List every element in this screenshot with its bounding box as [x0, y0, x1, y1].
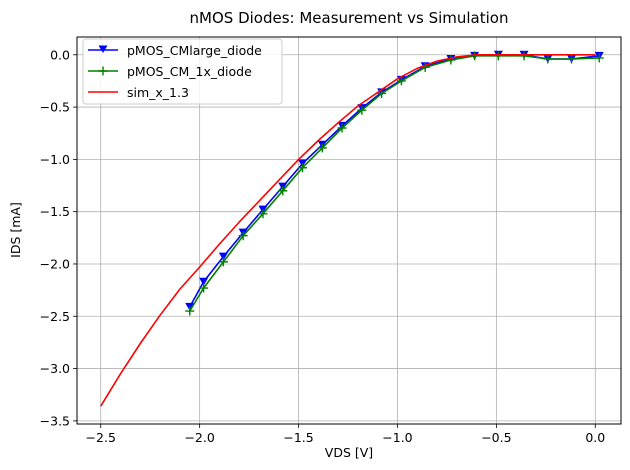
x-tick-label-0: −2.5 [86, 430, 116, 445]
series-0-point-2 [218, 252, 228, 261]
legend-box [82, 38, 283, 105]
x-tick-label-3: −1.0 [382, 430, 412, 445]
x-tick-label-2: −1.5 [283, 430, 313, 445]
y-tick-label-7: −3.5 [40, 413, 70, 428]
legend-entry-0: pMOS_CMlarge_diode [88, 43, 262, 58]
series-1-point-15 [493, 51, 503, 61]
legend-marker-plus [98, 66, 108, 76]
ticks: −2.5 −2.0 −1.5 −1.0 −0.5 0.0 0.0 −0.5 −1.0 −1.5 −2… [40, 47, 606, 445]
chart-title: nMOS Diodes: Measurement vs Simulation [190, 9, 509, 27]
legend-label-2: sim_x_1.3 [127, 85, 189, 100]
series-1-point-7 [317, 143, 327, 153]
series-1-point-18 [567, 54, 577, 64]
y-tick-label-5: −2.5 [40, 309, 70, 324]
y-tick-label-0: 0.0 [50, 47, 70, 62]
series-line-2 [100, 53, 596, 407]
grid [77, 37, 621, 424]
series-1-point-5 [278, 186, 288, 196]
y-tick-label-6: −3.0 [40, 361, 70, 376]
y-tick-label-3: −1.5 [40, 204, 70, 219]
series-1-point-17 [543, 54, 553, 64]
series-1-point-6 [298, 163, 308, 173]
legend-label-0: pMOS_CMlarge_diode [127, 43, 262, 58]
legend-marker-triangle-down [98, 45, 108, 53]
y-tick-label-4: −2.0 [40, 256, 70, 271]
plot-frame [76, 36, 622, 425]
x-axis-label: VDS [V] [325, 445, 373, 460]
series-1-point-9 [357, 105, 367, 115]
series-1-point-0 [185, 306, 195, 316]
y-tick-label-1: −0.5 [40, 100, 70, 115]
series-1-point-2 [218, 257, 228, 267]
x-tick-label-4: −0.5 [481, 430, 511, 445]
series-1-point-8 [337, 123, 347, 133]
series-1-point-3 [238, 231, 248, 241]
series-1-point-13 [446, 55, 456, 65]
y-axis-label: IDS [mA] [8, 202, 23, 258]
legend-entry-1: pMOS_CM_1x_diode [88, 64, 252, 79]
series-1-point-1 [199, 283, 209, 293]
series-1-point-4 [258, 209, 268, 219]
x-tick-label-1: −2.0 [184, 430, 214, 445]
legend-label-1: pMOS_CM_1x_diode [127, 64, 252, 79]
y-tick-label-2: −1.0 [40, 152, 70, 167]
series-layer [100, 50, 604, 407]
series-1-point-11 [396, 76, 406, 86]
series-1-point-19 [594, 53, 604, 63]
legend: pMOS_CMlarge_diode pMOS_CM_1x_diode sim_… [82, 38, 283, 105]
legend-entry-2: sim_x_1.3 [88, 85, 189, 100]
x-tick-label-5: 0.0 [585, 430, 605, 445]
series-1-point-16 [519, 51, 529, 61]
series-0-point-1 [199, 277, 209, 286]
